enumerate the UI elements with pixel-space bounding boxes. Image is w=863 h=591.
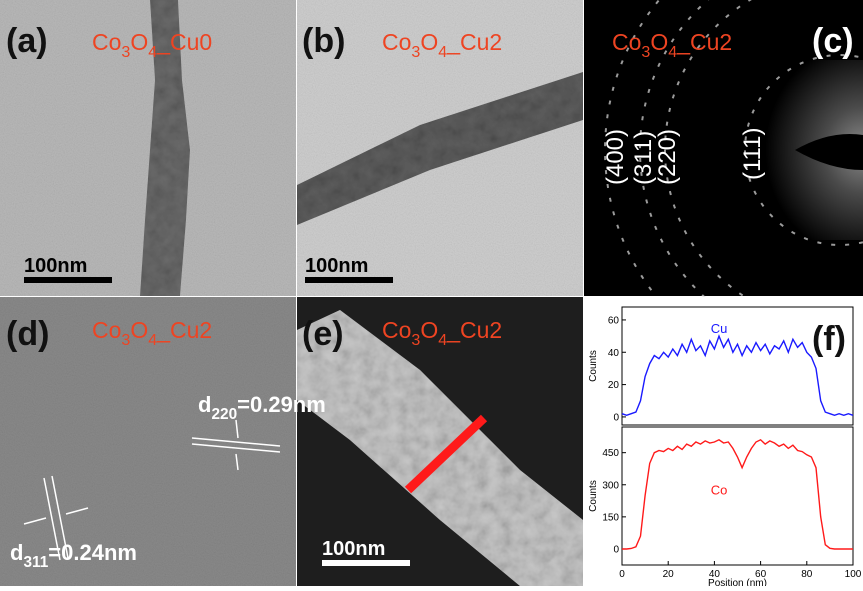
plane-label: (111)	[739, 128, 766, 180]
text-part: O	[650, 29, 668, 55]
text-part: Co	[92, 29, 121, 55]
subscript: 4	[438, 43, 447, 61]
text-part: d	[198, 392, 211, 417]
scale-bar-label: 100nm	[24, 255, 87, 277]
text-part: O	[420, 317, 438, 343]
panel-label: (d)	[6, 315, 49, 353]
x-tick-label: 80	[801, 569, 813, 580]
x-axis-label: Position (nm)	[708, 578, 767, 586]
text-part: _Cu2	[676, 29, 732, 55]
subscript: 3	[121, 43, 130, 61]
y-tick-label: 20	[608, 380, 620, 391]
subscript: 3	[411, 331, 420, 349]
plane-label: (400)	[602, 129, 629, 185]
y-tick-label: 40	[608, 348, 620, 359]
subscript: 311	[23, 554, 48, 571]
figure: (a) Co3O4_Cu0 100nm (b) Co3O4_Cu2 100nm …	[0, 0, 863, 586]
plane-label: (220)	[654, 129, 681, 185]
text-part: O	[420, 29, 438, 55]
text-part: O	[130, 29, 148, 55]
panel-label: (e)	[302, 315, 344, 353]
panel-label: (c)	[812, 22, 854, 60]
y-tick-label: 300	[602, 480, 619, 491]
y-tick-label: 150	[602, 512, 619, 523]
text-part: =0.24nm	[48, 540, 137, 565]
plane-label: (311)	[630, 131, 657, 185]
y-tick-label: 0	[613, 412, 619, 423]
text-part: Co	[382, 317, 411, 343]
text-part: _Cu2	[156, 317, 212, 343]
subscript: 4	[148, 43, 157, 61]
text-part: d	[10, 540, 23, 565]
text-part: Co	[612, 29, 641, 55]
subscript: 3	[641, 43, 650, 61]
panel-label: (b)	[302, 22, 345, 60]
text-part: Co	[92, 317, 121, 343]
text-part: =0.29nm	[237, 392, 326, 417]
text-part: _Cu2	[446, 29, 502, 55]
panel-label: (f)	[812, 320, 846, 358]
series-label: Cu	[711, 321, 728, 336]
y-axis-label: Counts	[588, 350, 599, 382]
series-label: Co	[711, 482, 728, 497]
y-axis-label: Counts	[588, 480, 599, 512]
subscript: 220	[211, 406, 237, 423]
y-tick-label: 450	[602, 448, 619, 459]
subscript: 4	[668, 43, 677, 61]
text-part: _Cu0	[156, 29, 212, 55]
panel-label: (a)	[6, 22, 48, 60]
x-tick-label: 20	[663, 569, 675, 580]
x-tick-label: 100	[845, 569, 862, 580]
y-tick-label: 60	[608, 315, 620, 326]
subscript: 4	[438, 331, 447, 349]
scale-bar-label: 100nm	[305, 255, 368, 277]
text-part: O	[130, 317, 148, 343]
text-part: _Cu2	[446, 317, 502, 343]
x-tick-label: 0	[619, 569, 625, 580]
subscript: 3	[411, 43, 420, 61]
subscript: 3	[121, 331, 130, 349]
scale-bar-label: 100nm	[322, 538, 385, 560]
text-part: Co	[382, 29, 411, 55]
subscript: 4	[148, 331, 157, 349]
y-tick-label: 0	[613, 544, 619, 555]
